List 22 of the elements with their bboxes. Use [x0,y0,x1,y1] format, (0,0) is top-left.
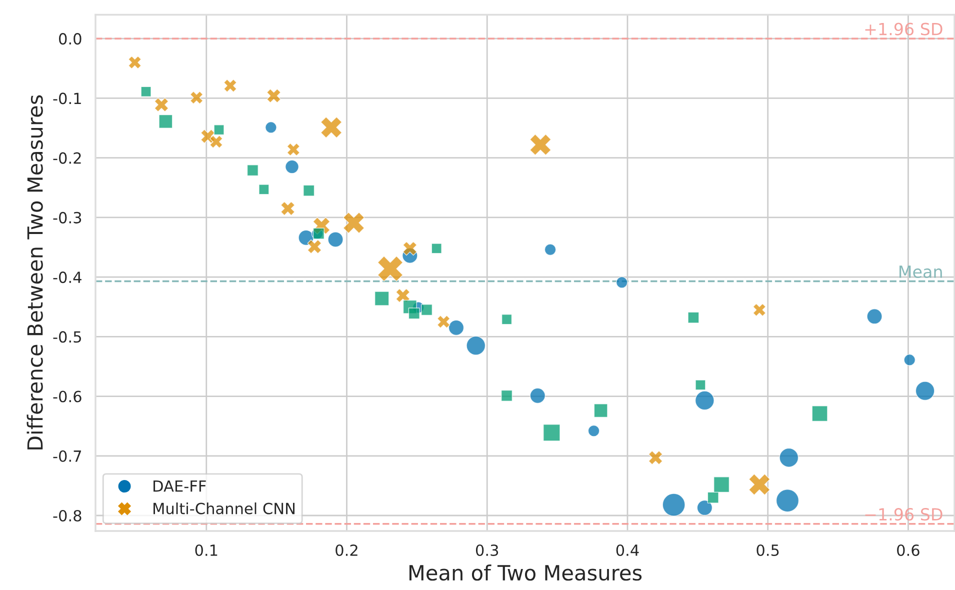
y-tick-label: -0.6 [53,390,82,402]
y-axis-title: Difference Between Two Measures [26,95,43,450]
x-tick-label: 0.6 [897,544,920,556]
y-tick-label: -0.2 [53,152,81,164]
x-tick-label: 0.3 [476,544,498,556]
legend-label: Multi-Channel CNN [154,502,294,514]
x-tick-label: 0.1 [195,544,218,556]
ref-line-label: Mean [900,266,942,278]
ref-line-label: −1.96 SD [865,508,942,521]
y-tick-label: -0.4 [53,272,82,284]
y-tick-label: 0.0 [59,33,82,45]
y-tick-label: -0.8 [53,510,82,522]
x-tick-label: 0.2 [336,544,358,556]
x-axis-title: Mean of Two Measures [409,564,642,581]
y-tick-label: -0.3 [53,212,82,224]
x-tick-label: 0.4 [616,544,639,556]
ref-line-label: +1.96 SD [865,22,942,36]
y-tick-label: -0.1 [53,92,81,104]
y-tick-label: -0.7 [53,450,81,462]
y-tick-label: -0.5 [53,331,81,343]
legend-label: DAE-FF [154,480,206,492]
x-tick-label: 0.5 [756,544,779,556]
